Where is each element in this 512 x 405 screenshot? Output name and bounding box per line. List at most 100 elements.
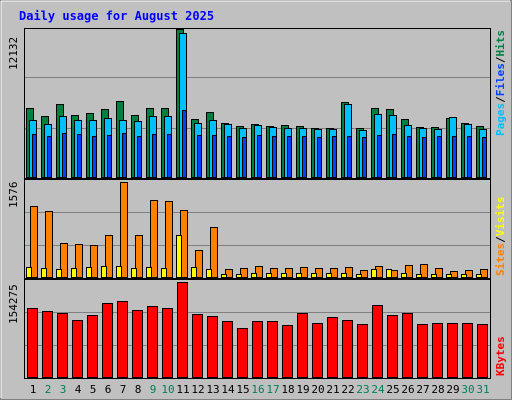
y-max-label-visits: 1576 [7, 182, 20, 209]
x-label-day-31: 31 [476, 383, 489, 396]
chart-title: Daily usage for August 2025 [19, 9, 214, 23]
bar-visits-day-18 [281, 273, 287, 278]
bar-visits-day-22 [341, 273, 347, 278]
x-label-day-29: 29 [446, 383, 459, 396]
x-label-day-18: 18 [281, 383, 294, 396]
x-label-day-19: 19 [296, 383, 309, 396]
bar-sites-day-3 [60, 243, 68, 278]
bar-files-day-17 [272, 136, 277, 178]
x-label-day-2: 2 [45, 383, 52, 396]
x-label-day-14: 14 [221, 383, 235, 396]
bar-sites-day-14 [225, 269, 233, 278]
bar-files-day-6 [107, 135, 112, 178]
bar-kbytes-day-9 [147, 306, 158, 378]
x-label-day-11: 11 [176, 383, 189, 396]
legend-visits-sites: Sites/Visits [494, 197, 507, 277]
x-label-day-7: 7 [120, 383, 127, 396]
legend-kbytes: KBytes [494, 336, 507, 376]
x-label-day-3: 3 [60, 383, 67, 396]
bar-kbytes-day-22 [342, 320, 353, 378]
bar-files-day-4 [77, 134, 82, 178]
bar-visits-day-20 [311, 273, 317, 278]
bar-visits-day-9 [146, 267, 152, 278]
bar-files-day-13 [212, 135, 217, 178]
x-label-day-23: 23 [356, 383, 369, 396]
bar-files-day-31 [482, 137, 487, 178]
bar-files-day-11 [182, 110, 187, 178]
y-max-label-hits: 12132 [7, 37, 20, 70]
bar-files-day-18 [287, 136, 292, 178]
legend-visits: Visits [494, 197, 507, 237]
bar-kbytes-day-16 [252, 321, 263, 378]
bar-sites-day-12 [195, 250, 203, 278]
legend-top-text: Pages/Files/Hits [494, 30, 507, 136]
bar-files-day-22 [347, 136, 352, 178]
bar-sites-day-4 [75, 244, 83, 278]
bar-kbytes-day-15 [237, 328, 248, 378]
bar-kbytes-day-17 [267, 321, 278, 378]
bar-visits-day-3 [56, 269, 62, 278]
legend-hits-files-pages: Pages/Files/Hits [494, 30, 507, 136]
bar-visits-day-24 [371, 269, 377, 278]
bar-files-day-9 [152, 134, 157, 178]
x-label-day-9: 9 [150, 383, 157, 396]
bar-sites-day-6 [105, 235, 113, 278]
bar-visits-day-6 [101, 266, 107, 278]
bar-kbytes-day-19 [297, 313, 308, 378]
legend-files: Files [494, 63, 507, 96]
legend-separator: / [494, 96, 507, 103]
bar-files-day-2 [47, 136, 52, 178]
bar-visits-day-1 [26, 267, 32, 278]
bar-visits-day-29 [446, 274, 452, 278]
bar-visits-day-25 [386, 269, 392, 278]
legend-kbytes: KBytes [494, 336, 507, 376]
bar-kbytes-day-3 [57, 313, 68, 378]
panel-visits-sites [24, 179, 491, 279]
bar-files-day-5 [92, 136, 97, 178]
bar-sites-day-19 [300, 267, 308, 278]
bar-kbytes-day-23 [357, 324, 368, 378]
bar-kbytes-day-10 [162, 308, 173, 378]
bar-visits-day-12 [191, 267, 197, 278]
x-label-day-1: 1 [30, 383, 37, 396]
bar-files-day-3 [62, 133, 67, 178]
bar-kbytes-day-1 [27, 308, 38, 378]
bar-visits-day-16 [251, 273, 257, 278]
bar-visits-day-15 [236, 274, 242, 278]
bar-files-day-19 [302, 136, 307, 178]
bar-kbytes-day-29 [447, 323, 458, 378]
bar-sites-day-9 [150, 200, 158, 278]
x-label-day-5: 5 [90, 383, 97, 396]
bar-sites-day-15 [240, 268, 248, 278]
bar-kbytes-day-28 [432, 323, 443, 378]
bar-visits-day-10 [161, 268, 167, 278]
bar-kbytes-day-20 [312, 323, 323, 378]
x-label-day-26: 26 [401, 383, 414, 396]
bar-visits-day-17 [266, 273, 272, 278]
bar-kbytes-day-30 [462, 323, 473, 378]
bar-visits-day-27 [416, 274, 422, 278]
bar-sites-day-27 [420, 264, 428, 278]
bars-kbytes [27, 282, 488, 378]
x-label-day-30: 30 [461, 383, 474, 396]
bar-files-day-21 [332, 136, 337, 178]
bar-kbytes-day-27 [417, 324, 428, 378]
x-axis-day-labels: 1 2 3 4 5 6 7 8 9 10 11 12 13 14 15 16 17 18 19 20 21 22 23 24 2… [30, 383, 490, 396]
bar-visits-day-31 [476, 274, 482, 278]
bar-visits-day-4 [71, 268, 77, 278]
bar-sites-day-10 [165, 201, 173, 278]
bar-kbytes-day-4 [72, 320, 83, 378]
bar-kbytes-day-11 [177, 282, 188, 378]
legend-mid-text: Sites/Visits [494, 197, 507, 277]
x-label-day-25: 25 [386, 383, 399, 396]
x-label-day-17: 17 [266, 383, 279, 396]
bar-kbytes-day-7 [117, 301, 128, 378]
bar-visits-day-5 [86, 267, 92, 278]
bar-sites-day-8 [135, 235, 143, 278]
bar-sites-day-2 [45, 211, 53, 278]
x-label-day-28: 28 [431, 383, 444, 396]
legend-separator: / [494, 56, 507, 63]
x-label-day-13: 13 [206, 383, 219, 396]
bar-visits-day-2 [41, 268, 47, 278]
